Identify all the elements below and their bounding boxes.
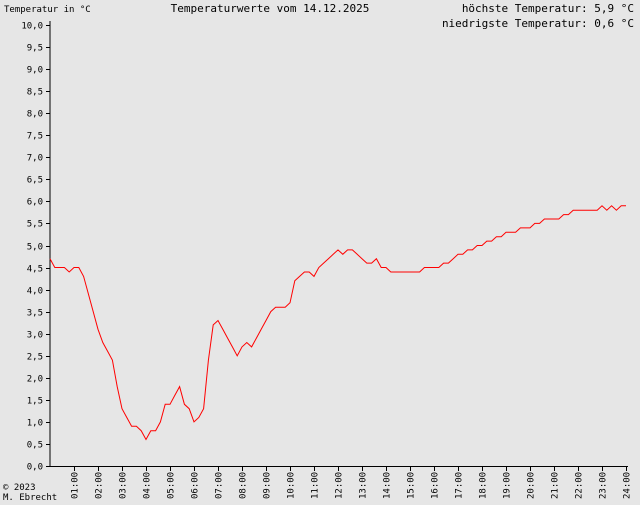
- copyright-label: © 2023: [3, 483, 36, 493]
- x-tick-label: 01:00: [71, 472, 81, 499]
- y-tick-label: 1,5: [27, 397, 43, 407]
- y-tick-label: 8,0: [27, 110, 43, 120]
- min-temperature-label: niedrigste Temperatur: 0,6 °C: [442, 17, 634, 30]
- x-tick-label: 09:00: [263, 472, 273, 499]
- x-tick-label: 24:00: [623, 472, 633, 499]
- y-tick-label: 8,5: [27, 88, 43, 98]
- x-tick-label: 20:00: [527, 472, 537, 499]
- x-tick-label: 16:00: [431, 472, 441, 499]
- temperature-line: [49, 205, 626, 441]
- x-axis: 01:00 02:00 03:00 04:00 05:00 06:00 07:00 08:00…: [50, 466, 633, 499]
- chart-title: Temperaturwerte vom 14.12.2025: [171, 2, 370, 15]
- y-tick-label: 3,5: [27, 309, 43, 319]
- y-tick-label: 6,5: [27, 176, 43, 186]
- x-tick-label: 18:00: [479, 472, 489, 499]
- x-tick-label: 07:00: [215, 472, 225, 499]
- y-tick-label: 2,0: [27, 375, 43, 385]
- x-tick-label: 05:00: [167, 472, 177, 499]
- x-tick-label: 23:00: [599, 472, 609, 499]
- y-tick-label: 6,0: [27, 198, 43, 208]
- y-tick-label: 5,5: [27, 220, 43, 230]
- y-tick-label: 3,0: [27, 331, 43, 341]
- x-tick-label: 14:00: [383, 472, 393, 499]
- x-tick-label: 08:00: [239, 472, 249, 499]
- author-label: M. Ebrecht: [3, 493, 57, 503]
- x-tick-label: 10:00: [287, 472, 297, 499]
- y-tick-label: 7,0: [27, 154, 43, 164]
- y-axis-label: Temperatur in °C: [4, 5, 91, 15]
- y-tick-label: 4,5: [27, 265, 43, 275]
- x-tick-label: 02:00: [95, 472, 105, 499]
- x-tick-label: 13:00: [359, 472, 369, 499]
- x-tick-label: 11:00: [311, 472, 321, 499]
- y-tick-label: 9,5: [27, 44, 43, 54]
- y-tick-label: 7,5: [27, 132, 43, 142]
- x-tick-label: 06:00: [191, 472, 201, 499]
- x-tick-label: 22:00: [575, 472, 585, 499]
- max-temperature-label: höchste Temperatur: 5,9 °C: [462, 2, 634, 15]
- x-tick-label: 17:00: [455, 472, 465, 499]
- series-temperature: [49, 205, 626, 441]
- y-axis: 0,0 0,5 1,0 1,5 2,0 2,5 3,0 3,5 4,0 4,5 5,0 5,5 6,0 6…: [21, 21, 51, 473]
- y-tick-label: 1,0: [27, 419, 43, 429]
- x-tick-label: 03:00: [119, 472, 129, 499]
- y-tick-label: 10,0: [21, 22, 43, 32]
- y-tick-label: 0,0: [27, 463, 43, 473]
- y-tick-label: 4,0: [27, 287, 43, 297]
- x-tick-label: 04:00: [143, 472, 153, 499]
- y-tick-label: 9,0: [27, 66, 43, 76]
- x-tick-label: 15:00: [407, 472, 417, 499]
- x-tick-label: 21:00: [551, 472, 561, 499]
- y-tick-label: 5,0: [27, 243, 43, 253]
- x-tick-label: 12:00: [335, 472, 345, 499]
- y-tick-label: 2,5: [27, 353, 43, 363]
- y-tick-label: 0,5: [27, 441, 43, 451]
- x-tick-label: 19:00: [503, 472, 513, 499]
